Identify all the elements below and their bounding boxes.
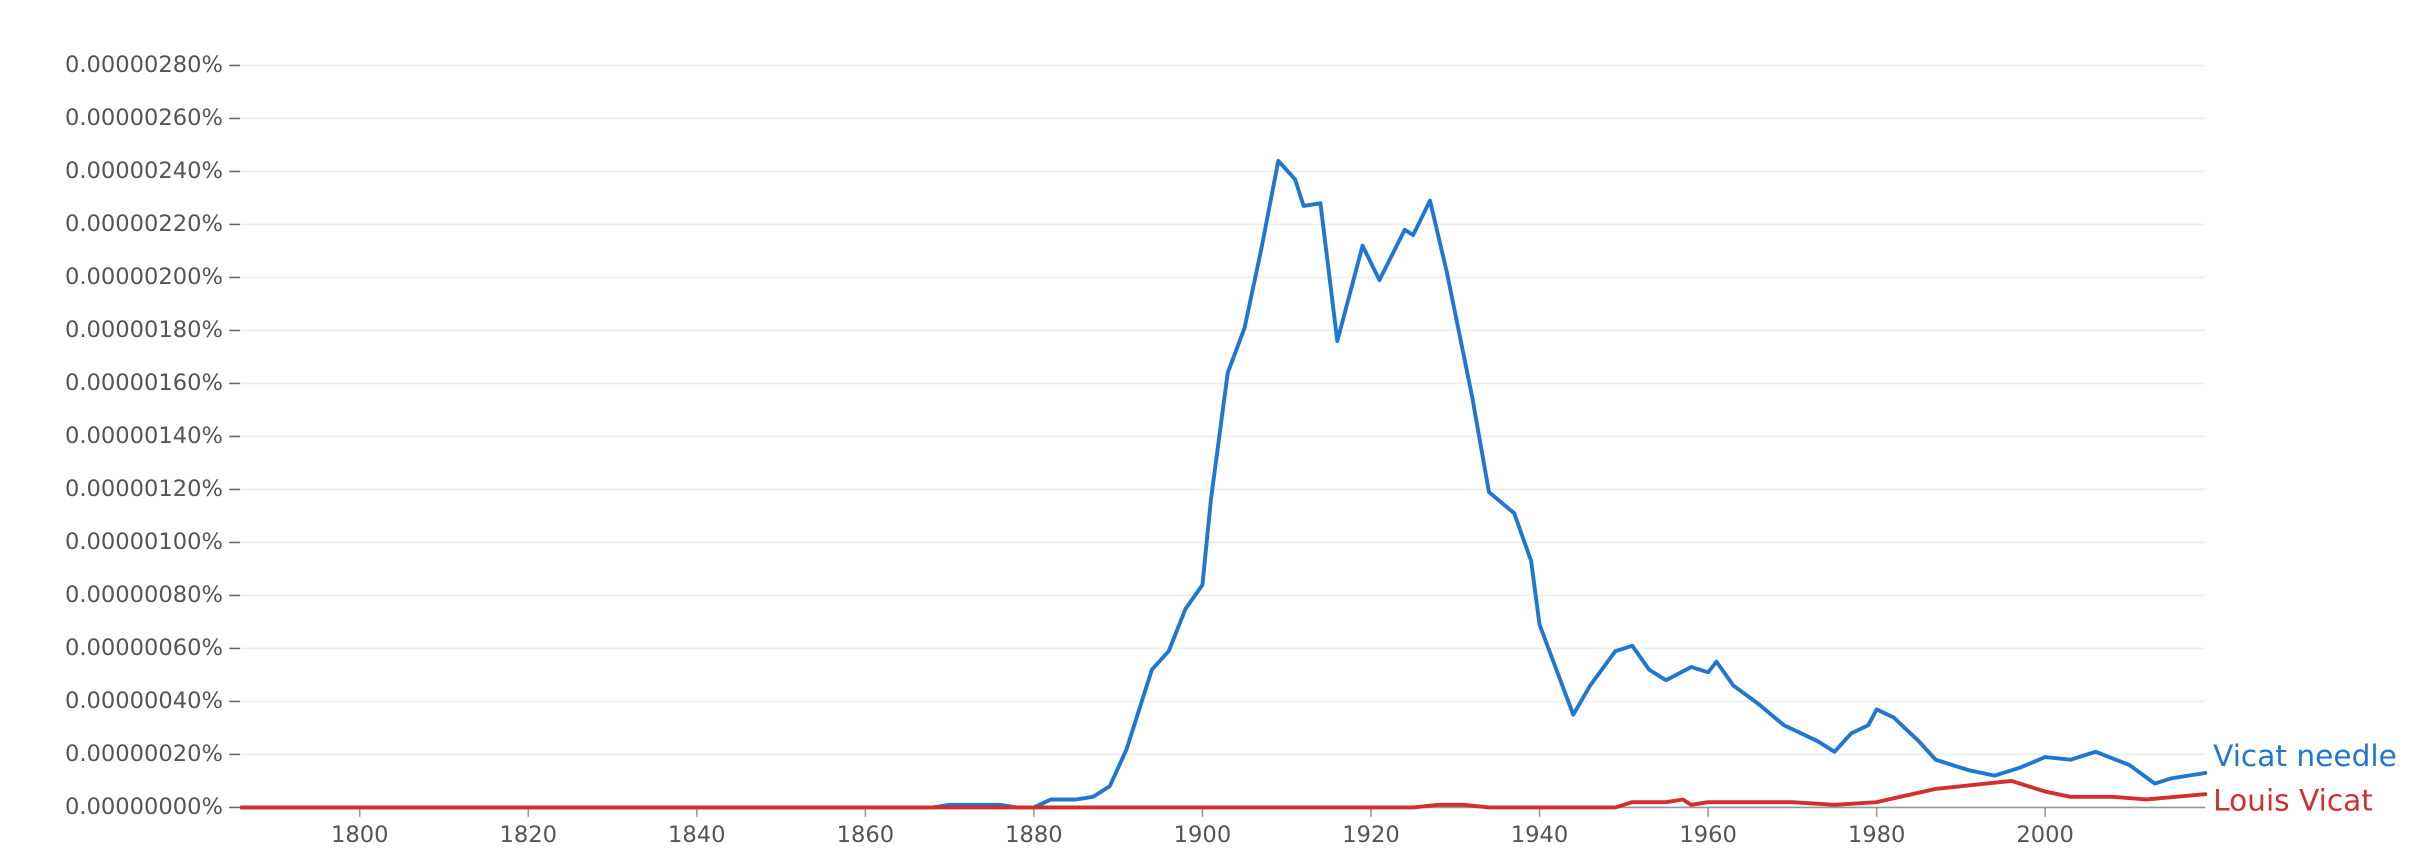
x-tick-label: 1940 (1511, 822, 1569, 848)
y-tick-label: 0.00000220% (65, 211, 223, 237)
x-tick-label: 1960 (1679, 822, 1737, 848)
x-tick-label: 1980 (1848, 822, 1906, 848)
x-tick-label: 1800 (331, 822, 389, 848)
y-tick-label: 0.00000160% (65, 370, 223, 396)
x-tick-label: 1920 (1342, 822, 1400, 848)
y-tick-label: 0.00000100% (65, 529, 223, 555)
y-tick-label: 0.00000200% (65, 264, 223, 290)
y-tick-label: 0.00000120% (65, 476, 223, 502)
y-tick-label: 0.00000260% (65, 105, 223, 131)
y-tick-label: 0.00000040% (65, 688, 223, 714)
x-tick-label: 1880 (1005, 822, 1063, 848)
x-tick-label: 1820 (500, 822, 558, 848)
y-tick-label: 0.00000060% (65, 635, 223, 661)
y-tick-label: 0.00000280% (65, 52, 223, 78)
y-tick-label: 0.00000240% (65, 158, 223, 184)
series-line (239, 778, 2208, 810)
y-tick-label: 0.00000180% (65, 317, 223, 343)
y-tick-label: 0.00000140% (65, 423, 223, 449)
y-tick-label: 0.00000000% (65, 794, 223, 820)
x-tick-label: 1900 (1174, 822, 1232, 848)
y-tick-label: 0.00000020% (65, 741, 223, 767)
x-tick-label: 1840 (668, 822, 726, 848)
x-tick-label: 2000 (2016, 822, 2074, 848)
y-tick-label: 0.00000080% (65, 582, 223, 608)
legend-label: Louis Vicat (2213, 783, 2373, 817)
legend-label: Vicat needle (2213, 739, 2397, 773)
series-line (239, 158, 2208, 810)
x-tick-label: 1860 (837, 822, 895, 848)
